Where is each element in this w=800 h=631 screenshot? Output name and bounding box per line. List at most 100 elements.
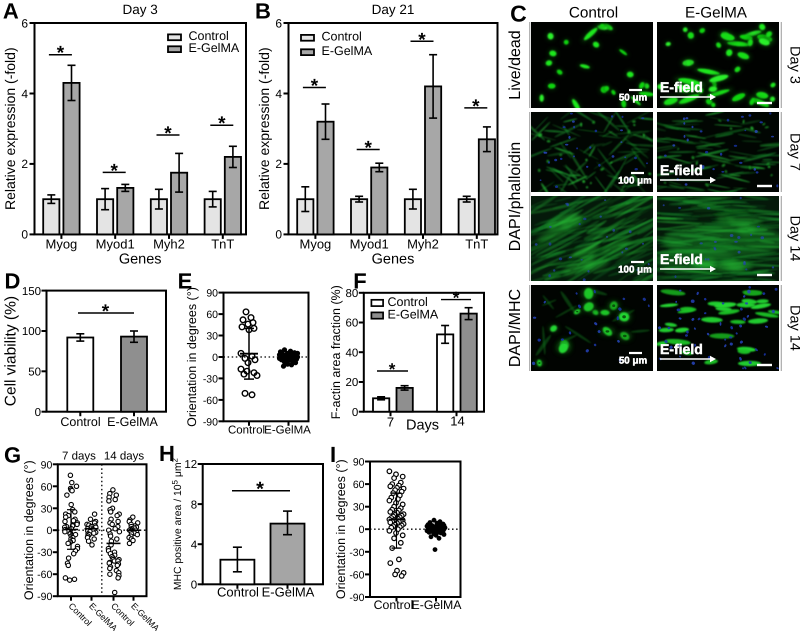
svg-text:Myod1: Myod1 bbox=[350, 237, 389, 252]
svg-text:*: * bbox=[57, 43, 65, 64]
svg-text:60: 60 bbox=[206, 309, 218, 321]
svg-text:30: 30 bbox=[41, 503, 53, 515]
svg-text:TnT: TnT bbox=[465, 237, 488, 252]
svg-text:50 μm: 50 μm bbox=[619, 92, 648, 103]
svg-text:0: 0 bbox=[21, 228, 28, 242]
svg-text:12: 12 bbox=[184, 459, 197, 471]
svg-text:Myod1: Myod1 bbox=[96, 237, 135, 252]
svg-text:F: F bbox=[353, 269, 366, 294]
svg-text:0: 0 bbox=[359, 524, 365, 536]
svg-text:2: 2 bbox=[21, 157, 28, 171]
svg-text:*: * bbox=[256, 479, 264, 501]
svg-text:Control: Control bbox=[217, 585, 259, 600]
svg-text:40: 40 bbox=[346, 347, 359, 359]
svg-text:*: * bbox=[110, 161, 118, 182]
svg-text:14 days: 14 days bbox=[104, 451, 145, 463]
svg-text:Control: Control bbox=[388, 295, 428, 309]
svg-text:30: 30 bbox=[206, 331, 218, 343]
svg-text:-60: -60 bbox=[203, 395, 218, 407]
svg-text:E-GelMA: E-GelMA bbox=[412, 598, 463, 612]
svg-text:Relative expression (-fold): Relative expression (-fold) bbox=[2, 47, 18, 210]
svg-text:E-field: E-field bbox=[660, 79, 703, 95]
svg-text:7: 7 bbox=[387, 415, 394, 430]
svg-text:8: 8 bbox=[191, 499, 197, 511]
svg-text:0: 0 bbox=[191, 580, 197, 592]
svg-text:Orientation in degrees (°): Orientation in degrees (°) bbox=[334, 459, 348, 599]
svg-text:E-GelMA: E-GelMA bbox=[264, 425, 311, 437]
svg-text:4: 4 bbox=[21, 87, 28, 101]
svg-text:0: 0 bbox=[212, 352, 218, 364]
svg-text:14: 14 bbox=[450, 414, 464, 429]
svg-text:4: 4 bbox=[191, 539, 198, 551]
svg-text:-30: -30 bbox=[349, 547, 364, 559]
svg-text:Day 14: Day 14 bbox=[787, 216, 800, 262]
svg-text:Day 7: Day 7 bbox=[787, 133, 800, 171]
svg-text:6: 6 bbox=[275, 16, 282, 30]
svg-text:2: 2 bbox=[275, 157, 282, 171]
svg-text:Myh2: Myh2 bbox=[153, 237, 185, 252]
svg-text:C: C bbox=[510, 1, 527, 27]
svg-text:G: G bbox=[4, 443, 21, 468]
svg-text:E-GelMA: E-GelMA bbox=[107, 415, 158, 429]
svg-text:Day 14: Day 14 bbox=[787, 305, 800, 351]
svg-text:Control: Control bbox=[569, 5, 618, 22]
svg-text:100 μm: 100 μm bbox=[618, 264, 652, 275]
svg-text:80: 80 bbox=[346, 288, 359, 300]
svg-text:0: 0 bbox=[35, 407, 41, 419]
svg-text:7 days: 7 days bbox=[62, 451, 96, 463]
svg-text:F-actin area fraction (%): F-actin area fraction (%) bbox=[329, 285, 343, 419]
svg-text:Day 21: Day 21 bbox=[372, 2, 415, 17]
svg-text:MHC positive area / 105 μm2: MHC positive area / 105 μm2 bbox=[171, 457, 185, 590]
svg-text:-90: -90 bbox=[203, 416, 218, 428]
svg-text:E-GelMA: E-GelMA bbox=[262, 585, 315, 600]
svg-text:90: 90 bbox=[206, 288, 218, 300]
svg-text:4: 4 bbox=[275, 87, 282, 101]
svg-text:*: * bbox=[102, 302, 110, 323]
svg-text:-90: -90 bbox=[349, 592, 364, 604]
svg-text:0: 0 bbox=[275, 228, 282, 242]
svg-text:*: * bbox=[389, 360, 396, 379]
svg-text:90: 90 bbox=[353, 457, 365, 469]
svg-text:Control: Control bbox=[374, 598, 414, 612]
svg-text:Cell viability (%): Cell viability (%) bbox=[3, 296, 20, 406]
svg-text:60: 60 bbox=[353, 479, 365, 491]
svg-text:-60: -60 bbox=[349, 569, 364, 581]
svg-text:60: 60 bbox=[346, 318, 359, 330]
svg-text:6: 6 bbox=[21, 16, 28, 30]
svg-text:Relative expression (-fold): Relative expression (-fold) bbox=[256, 47, 272, 210]
svg-text:100 μm: 100 μm bbox=[618, 175, 652, 186]
svg-text:E-GelMA: E-GelMA bbox=[322, 44, 373, 58]
svg-text:A: A bbox=[3, 0, 19, 24]
svg-text:*: * bbox=[311, 76, 319, 97]
svg-text:Control: Control bbox=[322, 30, 362, 44]
svg-text:DAPI/phalloidin: DAPI/phalloidin bbox=[507, 142, 524, 251]
svg-text:E-GelMA: E-GelMA bbox=[388, 308, 439, 322]
svg-text:50: 50 bbox=[28, 367, 41, 379]
svg-text:Days: Days bbox=[406, 418, 439, 434]
svg-text:-90: -90 bbox=[37, 591, 52, 603]
svg-text:150: 150 bbox=[22, 286, 41, 298]
svg-text:30: 30 bbox=[353, 502, 365, 514]
svg-text:*: * bbox=[453, 289, 460, 308]
svg-text:E-field: E-field bbox=[660, 341, 703, 357]
svg-text:I: I bbox=[330, 442, 336, 467]
svg-text:E-field: E-field bbox=[660, 162, 703, 178]
svg-text:20: 20 bbox=[346, 377, 359, 389]
svg-text:E: E bbox=[178, 269, 193, 294]
svg-text:Orientation in degrees (°): Orientation in degrees (°) bbox=[185, 287, 199, 427]
svg-text:0: 0 bbox=[352, 407, 358, 419]
svg-text:TnT: TnT bbox=[211, 237, 234, 252]
svg-text:Live/dead: Live/dead bbox=[507, 30, 524, 99]
svg-text:*: * bbox=[164, 124, 172, 145]
svg-text:*: * bbox=[472, 96, 480, 117]
svg-text:90: 90 bbox=[41, 459, 53, 471]
svg-text:Genes: Genes bbox=[119, 251, 162, 267]
svg-text:60: 60 bbox=[41, 481, 53, 493]
svg-text:DAPI/MHC: DAPI/MHC bbox=[507, 289, 524, 367]
svg-text:*: * bbox=[418, 30, 426, 51]
svg-text:E-GelMA: E-GelMA bbox=[685, 5, 748, 22]
svg-text:H: H bbox=[159, 441, 175, 466]
svg-text:Myog: Myog bbox=[300, 237, 332, 252]
svg-text:Day 3: Day 3 bbox=[123, 2, 158, 17]
svg-text:Myh2: Myh2 bbox=[407, 237, 439, 252]
